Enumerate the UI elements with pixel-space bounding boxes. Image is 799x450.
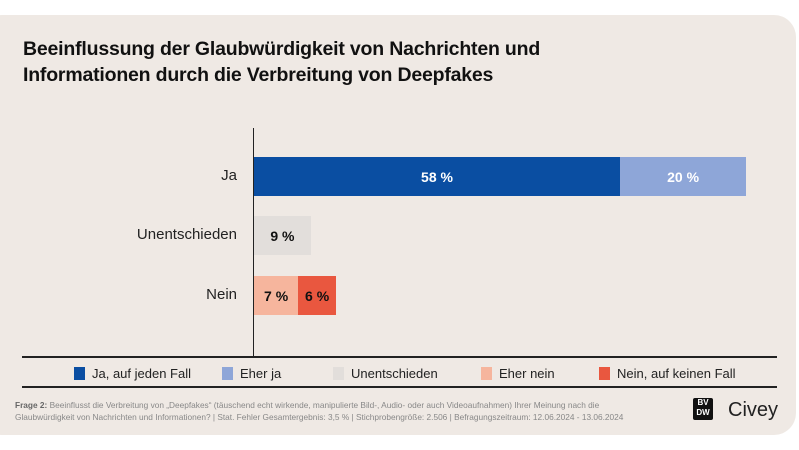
legend-swatch (222, 367, 233, 380)
legend-swatch (599, 367, 610, 380)
legend-item: Unentschieden (333, 366, 438, 381)
question-text: Beeinflusst die Verbreitung von „Deepfak… (15, 400, 624, 422)
data-label: 6 % (305, 287, 330, 304)
legend-label: Ja, auf jeden Fall (92, 366, 192, 381)
bar-segment: 20 % (620, 157, 747, 196)
legend-top-rule (22, 356, 777, 358)
legend-item: Eher nein (481, 366, 555, 381)
bar-segment: 7 % (254, 276, 299, 315)
legend-swatch (333, 367, 344, 380)
question-label: Frage 2: (15, 400, 48, 410)
legend-swatch (481, 367, 492, 380)
bar-segment: 9 % (254, 216, 311, 255)
civey-logo: Civey (728, 399, 779, 421)
bar-segment: 6 % (298, 276, 337, 315)
data-label: 58 % (421, 168, 453, 185)
category-label: Ja (221, 167, 237, 184)
legend-label: Eher ja (240, 366, 282, 381)
legend-swatch (74, 367, 85, 380)
legend-item: Nein, auf keinen Fall (599, 366, 736, 381)
chart-title: Beeinflussung der Glaubwürdigkeit von Na… (23, 38, 541, 86)
chart-card (0, 15, 796, 435)
legend-item: Eher ja (222, 366, 281, 381)
footnote: Frage 2: Beeinflusst die Verbreitung von… (15, 399, 655, 423)
legend-item: Ja, auf jeden Fall (74, 366, 191, 381)
legend-label: Eher nein (499, 366, 555, 381)
y-axis-line (253, 128, 254, 357)
data-label: 20 % (667, 168, 700, 185)
legend-label: Unentschieden (351, 366, 438, 381)
category-label: Unentschieden (136, 226, 237, 243)
category-label: Nein (206, 286, 237, 303)
data-label: 9 % (270, 227, 295, 244)
data-label: 7 % (264, 287, 289, 304)
bvdw-logo: BV DW (693, 398, 713, 420)
legend-label: Nein, auf keinen Fall (617, 366, 736, 381)
legend-bottom-rule (22, 386, 777, 388)
bar-segment: 58 % (254, 157, 620, 196)
